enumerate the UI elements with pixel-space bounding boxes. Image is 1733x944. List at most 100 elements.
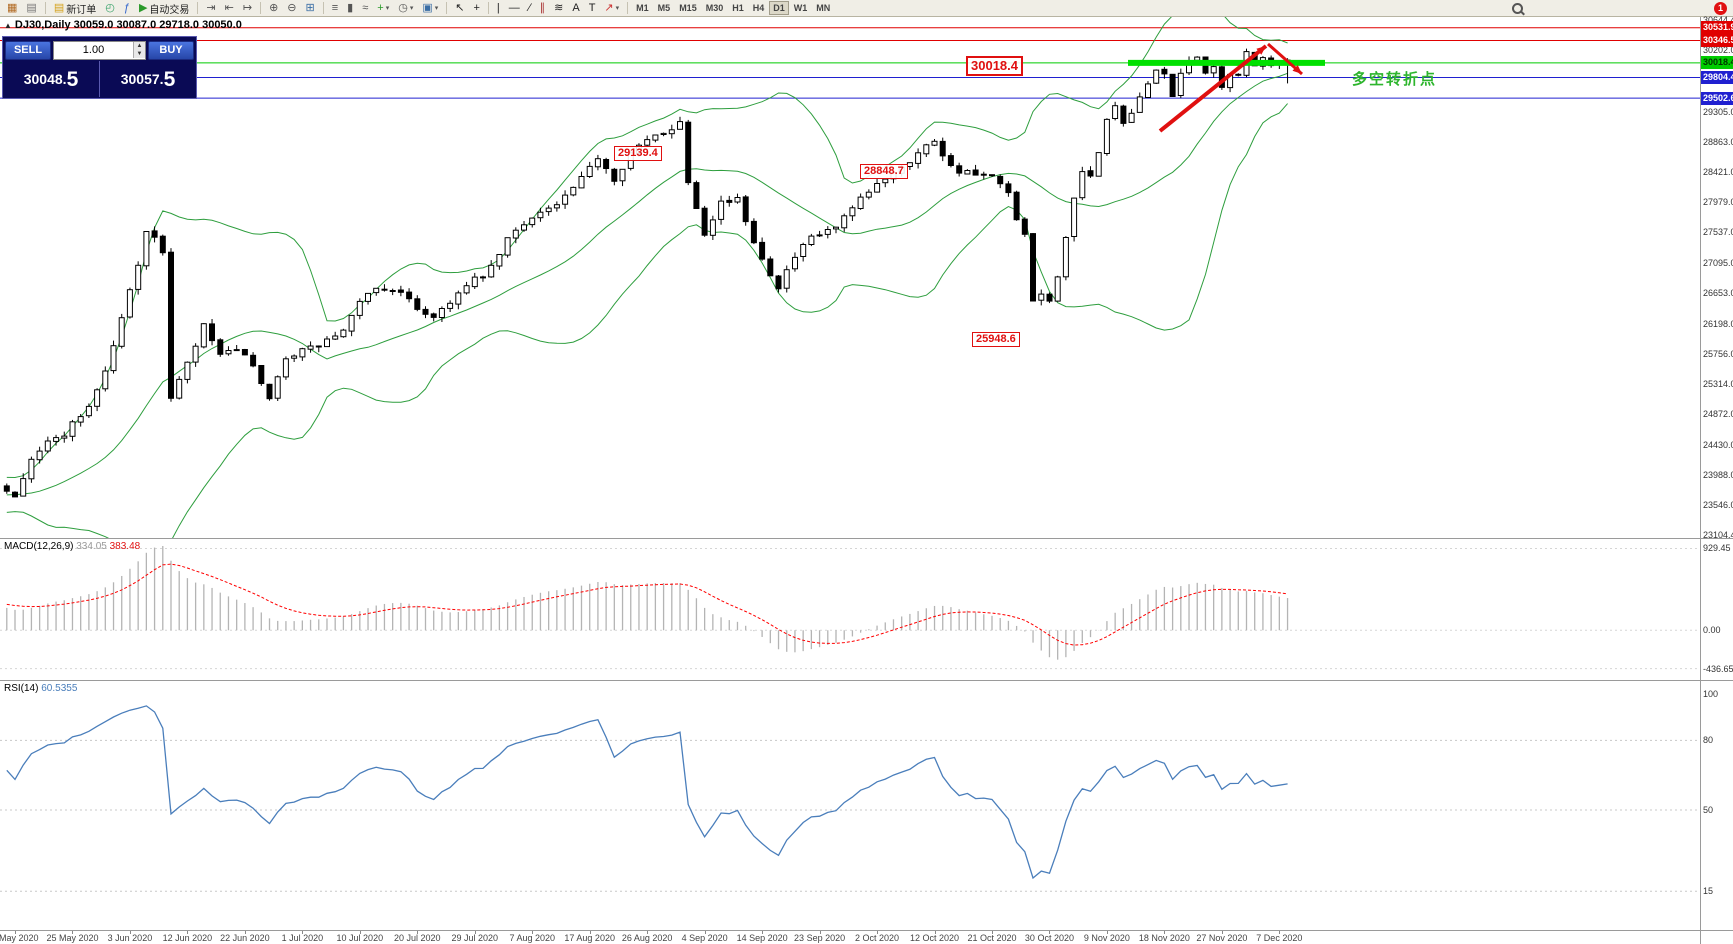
crosshair-icon[interactable]: + [469,1,483,16]
time-axis-tick [129,931,131,934]
axis-separator [1701,930,1733,931]
zoom-in-icon[interactable]: ⊕ [265,1,282,16]
volume-down-icon[interactable]: ▼ [134,50,145,58]
new-order-button[interactable]: ▤ 新订单 [50,1,100,16]
toolbar-separator [197,2,199,14]
time-axis-label: 3 Jun 2020 [107,933,153,943]
zoom-out-icon: ⊖ [287,1,297,14]
macd-axis-label: -436.65 [1703,663,1733,674]
text-icon[interactable]: A [568,1,583,16]
buy-button[interactable]: BUY [148,40,194,60]
time-axis-label: 12 Oct 2020 [909,933,960,943]
zoom-out-icon[interactable]: ⊖ [283,1,300,16]
price-chart[interactable] [0,17,1700,538]
templates-icon: ▣ [422,1,433,14]
rsi-panel[interactable] [0,680,1700,930]
bar-chart-icon: ≡ [331,1,339,14]
indicators-icon[interactable]: + ▾ [373,1,393,16]
chart-profiles-icon[interactable]: ▤ [22,1,40,16]
one-click-toggle-icon[interactable]: ▲ [4,21,12,30]
price-axis-label: 29305.0 [1703,106,1733,117]
chart-title: ▲ DJ30,Daily 30059.0 30087.0 29718.0 3005… [4,19,242,31]
macd-signal-line [6,563,1288,646]
rsi-axis-label: 15 [1703,886,1714,897]
autotrade-button[interactable]: ▶ 自动交易 [135,1,193,16]
notification-badge[interactable]: 1 [1714,1,1727,15]
tile-windows-icon[interactable]: ⊞ [302,1,319,16]
indicators-icon: + [377,1,384,14]
label-icon[interactable]: T [585,1,600,16]
candlestick-chart-icon[interactable]: ▮ [343,1,357,16]
cursor-icon[interactable]: ↖ [451,1,468,16]
timeframe-m15[interactable]: M15 [675,1,701,15]
timeframe-m1[interactable]: M1 [632,1,653,15]
toolbar-separator [44,2,46,14]
macd-panel[interactable] [0,538,1700,680]
time-axis-label: 30 Oct 2020 [1024,933,1074,943]
timeframe-m30[interactable]: M30 [702,1,728,15]
horizontal-line-icon: — [508,1,520,14]
price-axis-label: 23988.0 [1703,469,1733,480]
line-chart-icon[interactable]: ≈ [358,1,372,16]
channel-icon: ∥ [539,1,546,14]
search-button[interactable] [1508,1,1527,16]
text-icon: A [572,1,580,14]
price-axis[interactable]: 30644.430202.029747.029305.028863.028421… [1700,15,1733,944]
price-axis-label: 30202.0 [1703,45,1733,56]
time-axis-label: 21 Oct 2020 [967,933,1017,943]
vertical-line-icon: | [496,1,500,14]
macd-label: MACD(12,26,9) 334.05 383.48 [4,541,141,552]
timeframe-mn[interactable]: MN [812,1,834,15]
new-chart-icon[interactable]: ▦ [3,1,21,16]
periods-icon[interactable]: ◷ ▾ [394,1,417,16]
volume-value[interactable]: 1.00 [82,44,105,56]
volume-stepper[interactable]: 1.00 ▲ ▼ [53,40,146,60]
volume-up-icon[interactable]: ▲ [134,42,145,50]
toolbar: ▦ ▤ ▤ 新订单 ◴ ƒ ▶ 自动交易 ⇥ ⇤ ↦ ⊕ ⊖ ⊞ ≡ ▮ ≈ + ▾ ◷ ▾ ▣ ▾ ↖ + | — ∕ ∥ ≋ A T ↗ ▾ M… [0,0,1733,17]
time-axis-label: 29 Jul 2020 [451,933,499,943]
fibonacci-icon[interactable]: ≋ [550,1,567,16]
buy-price[interactable]: 30057. 5 [120,67,176,91]
time-axis-tick [877,931,879,934]
history-center-icon[interactable]: ◴ [101,1,119,16]
auto-scroll-icon[interactable]: ⇤ [221,1,238,16]
time-axis[interactable]: 5 May 2020 25 May 2020 3 Jun 2020 12 Jun 20… [0,930,1700,944]
timeframe-d1[interactable]: D1 [769,1,789,15]
autotrade-icon: ▶ [138,1,148,14]
toolbar-separator [487,2,489,14]
channel-icon[interactable]: ∥ [536,1,550,16]
crosshair-icon: + [473,1,480,14]
time-axis-label: 2 Oct 2020 [855,933,900,943]
auto-scroll-icon: ⇤ [224,1,234,14]
new-order-icon: ▤ [53,1,65,14]
sell-price[interactable]: 30048. 5 [3,61,100,97]
toolbar-separator [322,2,324,14]
horizontal-line-icon[interactable]: — [505,1,524,16]
bar-chart-icon[interactable]: ≡ [328,1,342,16]
time-axis-tick [819,931,821,934]
history-center-icon: ◴ [105,1,115,14]
price-axis-label: 24430.0 [1703,439,1733,450]
price-axis-label: 23104.4 [1703,530,1733,541]
timeframe-m5[interactable]: M5 [654,1,675,15]
sell-button[interactable]: SELL [5,40,51,60]
macd-histogram [6,546,1289,660]
timeframe-h1[interactable]: H1 [728,1,748,15]
trendline-icon[interactable]: ∕ [525,1,535,16]
price-axis-label: 27095.0 [1703,257,1733,268]
timeframe-w1[interactable]: W1 [790,1,812,15]
global-variables-icon[interactable]: ƒ [120,1,134,16]
price-axis-label: 28421.0 [1703,166,1733,177]
tile-windows-icon: ⊞ [305,1,315,14]
chart-forward-icon[interactable]: ↦ [239,1,256,16]
time-axis-tick [991,931,993,934]
chart-shift-icon[interactable]: ⇥ [202,1,219,16]
autotrade-button-label: 自动交易 [149,4,190,16]
axis-separator [1701,538,1733,539]
templates-icon[interactable]: ▣ ▾ [418,1,442,16]
shapes-icon[interactable]: ↗ ▾ [600,1,623,16]
price-level-tag: 30531.9 [1701,21,1733,35]
vertical-line-icon[interactable]: | [493,1,504,16]
timeframe-h4[interactable]: H4 [749,1,769,15]
price-axis-label: 27537.0 [1703,227,1733,238]
